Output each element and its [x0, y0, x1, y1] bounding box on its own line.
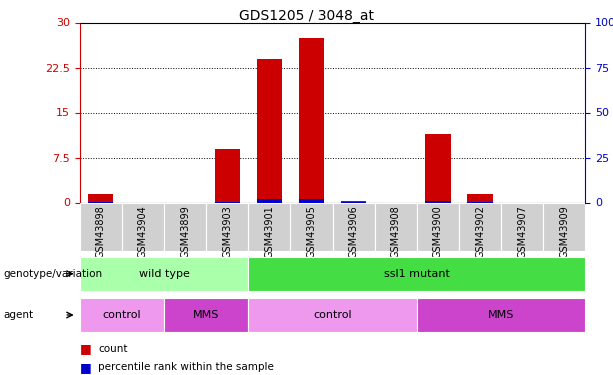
Bar	[425, 134, 451, 202]
Bar	[501, 202, 543, 251]
Bar	[333, 202, 375, 251]
Text: GSM43898: GSM43898	[96, 205, 106, 258]
Text: GSM43903: GSM43903	[222, 205, 232, 258]
Text: control: control	[313, 310, 352, 320]
Bar	[122, 202, 164, 251]
Bar	[164, 202, 206, 251]
Bar	[459, 202, 501, 251]
Text: GSM43902: GSM43902	[475, 205, 485, 258]
Text: GSM43906: GSM43906	[349, 205, 359, 258]
Text: control: control	[102, 310, 141, 320]
Bar	[215, 148, 240, 202]
Text: ssl1 mutant: ssl1 mutant	[384, 269, 450, 279]
Bar	[80, 257, 248, 291]
Bar	[417, 298, 585, 332]
Bar	[88, 194, 113, 202]
Text: agent: agent	[3, 310, 33, 320]
Text: genotype/variation: genotype/variation	[3, 269, 102, 279]
Text: GSM43905: GSM43905	[306, 205, 316, 258]
Text: ■: ■	[80, 361, 91, 374]
Text: GSM43901: GSM43901	[264, 205, 275, 258]
Bar	[206, 202, 248, 251]
Bar	[299, 199, 324, 202]
Bar	[248, 298, 417, 332]
Bar	[467, 194, 493, 202]
Bar	[375, 202, 417, 251]
Bar	[291, 202, 333, 251]
Text: GSM43907: GSM43907	[517, 205, 527, 258]
Bar	[80, 202, 122, 251]
Text: wild type: wild type	[139, 269, 189, 279]
Text: GSM43900: GSM43900	[433, 205, 443, 258]
Bar	[543, 202, 585, 251]
Text: GSM43904: GSM43904	[138, 205, 148, 258]
Text: GSM43909: GSM43909	[559, 205, 569, 258]
Text: GSM43908: GSM43908	[390, 205, 401, 258]
Text: GDS1205 / 3048_at: GDS1205 / 3048_at	[239, 9, 374, 23]
Text: ■: ■	[80, 342, 91, 355]
Text: MMS: MMS	[193, 310, 219, 320]
Bar	[248, 257, 585, 291]
Bar	[299, 38, 324, 203]
Bar	[417, 202, 459, 251]
Text: percentile rank within the sample: percentile rank within the sample	[98, 363, 274, 372]
Bar	[257, 58, 282, 202]
Bar	[248, 202, 291, 251]
Bar	[425, 201, 451, 202]
Bar	[164, 298, 248, 332]
Text: GSM43899: GSM43899	[180, 205, 190, 258]
Bar	[341, 201, 367, 202]
Bar	[257, 199, 282, 202]
Text: MMS: MMS	[488, 310, 514, 320]
Bar	[80, 298, 164, 332]
Text: count: count	[98, 344, 128, 354]
